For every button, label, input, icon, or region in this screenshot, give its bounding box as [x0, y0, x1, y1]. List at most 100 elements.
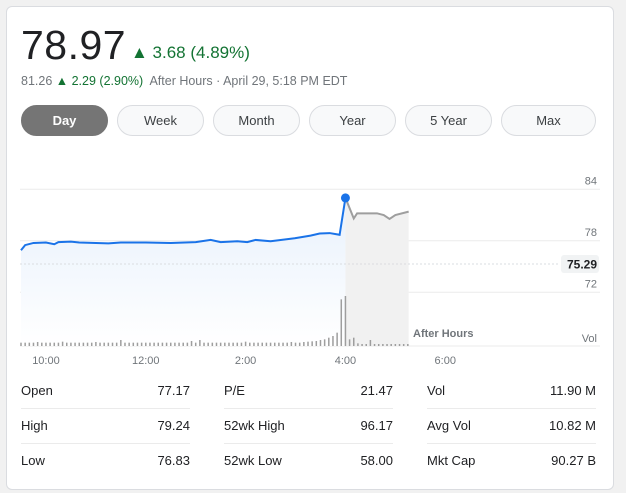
volume-bar — [328, 337, 330, 346]
volume-bar — [348, 339, 351, 346]
session-price-line — [20, 197, 347, 251]
volume-bar — [128, 342, 130, 346]
volume-bar — [111, 342, 114, 346]
volume-bar — [70, 342, 72, 346]
volume-bar — [28, 342, 31, 346]
range-button-day[interactable]: Day — [21, 105, 108, 136]
volume-bar — [136, 342, 139, 346]
volume-bar — [224, 342, 226, 346]
stat-vol: Vol 11.90 M — [427, 373, 596, 409]
volume-bar — [145, 342, 147, 346]
volume-bar — [344, 296, 347, 346]
volume-bar — [361, 344, 363, 346]
volume-bar — [45, 342, 47, 346]
volume-bar — [278, 342, 280, 346]
volume-bar — [249, 342, 251, 346]
range-button-month[interactable]: Month — [213, 105, 300, 136]
volume-bar — [140, 342, 143, 346]
volume-bar — [190, 341, 193, 346]
volume-bar — [332, 336, 334, 346]
stat-value: 11.90 M — [549, 383, 596, 398]
volume-bar — [386, 344, 388, 346]
volume-bar — [132, 342, 135, 346]
volume-bar — [336, 332, 338, 346]
volume-bar — [194, 342, 197, 346]
after-hours-chart-label: After Hours — [413, 328, 474, 340]
volume-bar — [269, 342, 272, 346]
volume-bar — [377, 344, 380, 346]
stat-value: 76.83 — [157, 453, 190, 468]
stat-label: Avg Vol — [427, 418, 471, 433]
volume-bar — [66, 342, 68, 346]
volume-bar — [402, 344, 405, 346]
volume-bar — [203, 342, 205, 346]
volume-bar — [353, 337, 355, 346]
volume-bar — [182, 342, 184, 346]
volume-bar — [20, 342, 22, 346]
stat-label: Vol — [427, 383, 446, 398]
volume-bar — [165, 342, 168, 346]
stat-label: 52wk Low — [224, 453, 282, 468]
x-tick-label: 4:00 — [335, 355, 356, 367]
volume-bar — [186, 342, 189, 346]
volume-bar — [161, 342, 164, 346]
volume-bar — [290, 342, 293, 346]
volume-bar — [41, 342, 43, 346]
volume-bar — [294, 342, 297, 346]
volume-bar — [373, 344, 376, 346]
volume-bar — [153, 342, 155, 346]
x-tick-label: 6:00 — [435, 355, 456, 367]
stat-label: 52wk High — [224, 418, 285, 433]
volume-bar — [78, 342, 80, 346]
y-tick-label: 78 — [585, 227, 597, 239]
volume-bar — [199, 340, 201, 346]
volume-bar — [407, 344, 409, 346]
range-button-5-year[interactable]: 5 Year — [405, 105, 492, 136]
stat-mkt-cap: Mkt Cap 90.27 B — [427, 443, 596, 478]
volume-bar — [120, 340, 122, 346]
volume-bar — [357, 343, 359, 346]
previous-close-label: 75.29 — [567, 258, 597, 272]
volume-bar — [257, 342, 259, 346]
price-chart[interactable]: 84 78 72 75.29 After Hours Vol 10:00 12:00 2:00 4… — [0, 0, 626, 380]
volume-bar — [53, 342, 56, 346]
stat-value: 90.27 B — [551, 453, 596, 468]
volume-bar — [311, 341, 313, 346]
stat-open: Open 77.17 — [21, 373, 190, 409]
volume-bar — [236, 342, 239, 346]
volume-bar — [240, 342, 243, 346]
stat-label: Open — [21, 383, 53, 398]
stat-label: High — [21, 418, 48, 433]
volume-bar — [232, 342, 234, 346]
volume-bar — [61, 341, 64, 346]
after-hours-price-line — [344, 197, 409, 221]
y-tick-label: 72 — [585, 278, 597, 290]
session-area — [21, 197, 346, 346]
volume-bar — [219, 342, 222, 346]
range-button-year[interactable]: Year — [309, 105, 396, 136]
volume-bar — [369, 340, 372, 346]
current-price: 78.97 — [21, 22, 127, 68]
volume-bar — [273, 342, 276, 346]
volume-bar — [103, 342, 105, 346]
volume-bar — [265, 342, 268, 346]
volume-bar — [82, 342, 85, 346]
volume-bar — [36, 342, 39, 346]
volume-bar — [24, 342, 26, 346]
range-button-week[interactable]: Week — [117, 105, 204, 136]
volume-bar — [99, 342, 101, 346]
stat-label: Low — [21, 453, 45, 468]
volume-bar — [178, 342, 180, 346]
range-button-max[interactable]: Max — [501, 105, 596, 136]
volume-bar — [323, 339, 326, 346]
volume-bar — [307, 341, 309, 346]
volume-bar — [49, 342, 51, 346]
volume-bar — [244, 341, 247, 346]
stat-value: 58.00 — [360, 453, 393, 468]
volume-bar — [124, 342, 126, 346]
stat-value: 10.82 M — [549, 418, 596, 433]
volume-bar — [390, 344, 392, 346]
stat-52wk-low: 52wk Low 58.00 — [224, 443, 393, 478]
after-hours-price: 81.26 — [21, 74, 53, 88]
volume-bar — [228, 342, 230, 346]
